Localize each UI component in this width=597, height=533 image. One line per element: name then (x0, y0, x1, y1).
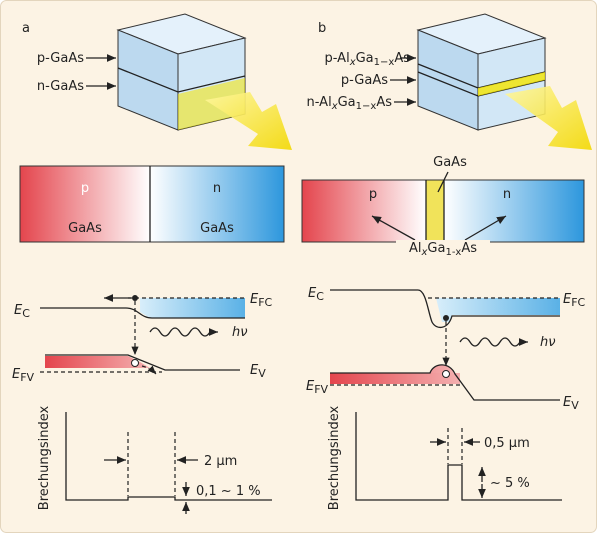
type-label: p (81, 181, 89, 196)
text-part: Ga (356, 51, 374, 66)
text-part: FC (258, 296, 272, 309)
figure: a p-GaAs n-GaAs p GaAs n GaAs EC EFC EFV… (0, 0, 597, 533)
band-bar (302, 172, 584, 242)
band-diagram-shape (443, 371, 450, 378)
band-bar-shape (302, 180, 426, 242)
width-label: 2 µm (204, 454, 237, 469)
text-part: C (316, 290, 324, 303)
text-part: FV (314, 383, 328, 396)
text-part: Al (409, 241, 422, 256)
text-part: p-GaAs (37, 51, 84, 66)
photon-label: hν (540, 335, 556, 350)
photon-label: hν (232, 325, 248, 340)
text-part: p-GaAs (341, 73, 388, 88)
text-part: 1-x (445, 247, 461, 258)
page: a p-GaAs n-GaAs p GaAs n GaAs EC EFC EFV… (0, 0, 597, 533)
text-part: Ga (427, 241, 445, 256)
axis-label: Brechungsindex (37, 405, 52, 510)
text-part: C (22, 307, 30, 320)
panel-label: b (318, 21, 326, 36)
text-part: As (376, 95, 392, 110)
text-part: FC (571, 296, 585, 309)
band-diagram-shape (132, 360, 139, 367)
width-label: 0,5 µm (484, 436, 530, 451)
text-part: V (258, 367, 266, 380)
text-part: 1−x (374, 57, 395, 68)
layer-label: p-GaAs (341, 73, 388, 88)
text-part: n-Al (307, 95, 332, 110)
type-label: n (213, 181, 221, 196)
layer-label: p-AlxGa1−xAs (325, 51, 411, 68)
text-part: 1−x (356, 101, 377, 112)
material-label: GaAs (68, 221, 102, 236)
band-bar-shape (444, 180, 584, 242)
layer-label: n-GaAs (37, 79, 84, 94)
type-label: n (503, 187, 511, 202)
material-label: GaAs (433, 155, 467, 170)
text-part: Ga (338, 95, 356, 110)
text-part: FV (20, 371, 34, 384)
band-diagram-shape (443, 315, 449, 321)
band-diagram-shape (140, 298, 245, 318)
text-part: p-Al (325, 51, 350, 66)
step-label: ~ 5 % (490, 476, 530, 491)
material-label: AlxGa1-xAs (409, 241, 477, 258)
text-part: As (461, 241, 477, 256)
band-diagram-shape (132, 295, 138, 301)
layer-label: n-AlxGa1−xAs (307, 95, 393, 112)
type-label: p (369, 187, 377, 202)
layer-label: p-GaAs (37, 51, 84, 66)
panel-label: a (22, 21, 30, 36)
band-bar (20, 166, 284, 242)
band-bar-shape (426, 180, 444, 242)
text-part: n-GaAs (37, 79, 84, 94)
step-label: 0,1 ~ 1 % (196, 484, 261, 499)
material-label: GaAs (200, 221, 234, 236)
band-diagram-shape (330, 373, 460, 384)
text-part: V (571, 399, 579, 412)
axis-label: Brechungsindex (327, 405, 342, 510)
